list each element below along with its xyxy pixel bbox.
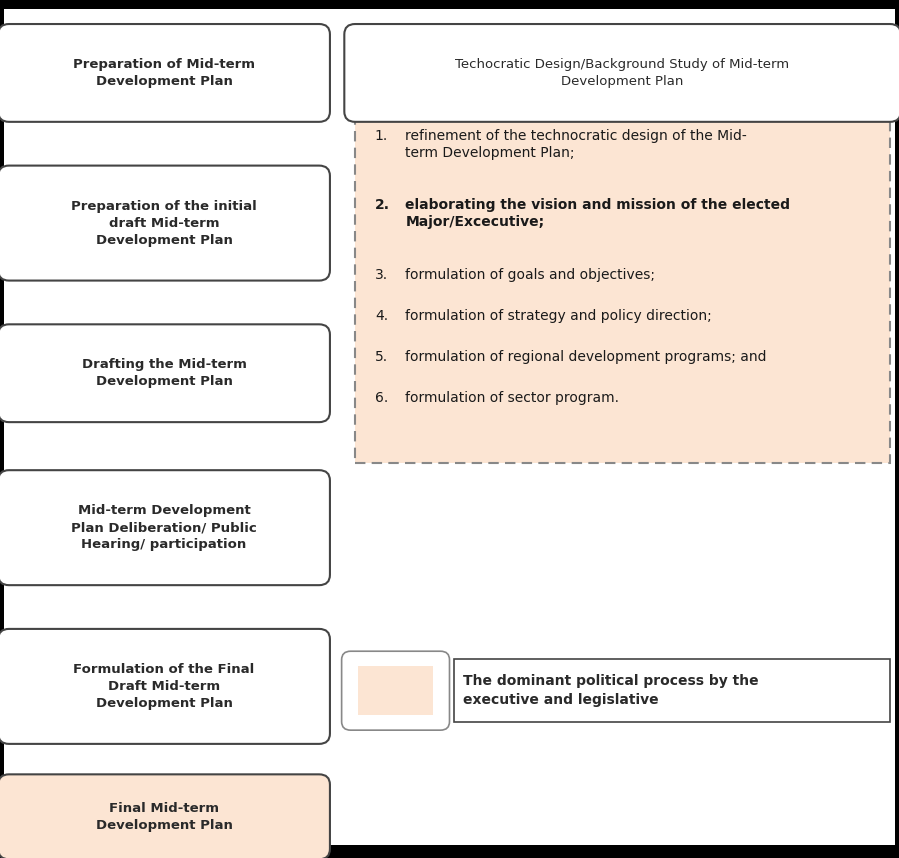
FancyBboxPatch shape (0, 629, 330, 744)
FancyBboxPatch shape (0, 24, 330, 122)
Text: refinement of the technocratic design of the Mid-
term Development Plan;: refinement of the technocratic design of… (405, 129, 747, 160)
Text: 6.: 6. (375, 391, 388, 405)
Text: Final Mid-term
Development Plan: Final Mid-term Development Plan (95, 802, 233, 831)
FancyBboxPatch shape (454, 659, 890, 722)
Text: formulation of strategy and policy direction;: formulation of strategy and policy direc… (405, 309, 712, 323)
Text: 2.: 2. (375, 198, 390, 212)
Text: Formulation of the Final
Draft Mid-term
Development Plan: Formulation of the Final Draft Mid-term … (74, 663, 254, 710)
Text: Preparation of the initial
draft Mid-term
Development Plan: Preparation of the initial draft Mid-ter… (71, 200, 257, 246)
Text: 5.: 5. (375, 350, 388, 364)
FancyBboxPatch shape (0, 324, 330, 422)
FancyBboxPatch shape (355, 107, 890, 463)
Text: 3.: 3. (375, 268, 388, 281)
Text: The dominant political process by the
executive and legislative: The dominant political process by the ex… (463, 674, 759, 708)
FancyBboxPatch shape (342, 651, 450, 730)
FancyBboxPatch shape (344, 24, 899, 122)
Text: formulation of sector program.: formulation of sector program. (405, 391, 619, 405)
Text: formulation of goals and objectives;: formulation of goals and objectives; (405, 268, 655, 281)
FancyBboxPatch shape (0, 166, 330, 281)
Text: Preparation of Mid-term
Development Plan: Preparation of Mid-term Development Plan (73, 58, 255, 88)
FancyBboxPatch shape (0, 774, 330, 858)
Text: 1.: 1. (375, 129, 388, 142)
Bar (358, 667, 433, 715)
FancyBboxPatch shape (0, 470, 330, 585)
Text: elaborating the vision and mission of the elected
Major/Excecutive;: elaborating the vision and mission of th… (405, 198, 790, 229)
Text: 4.: 4. (375, 309, 388, 323)
Text: Mid-term Development
Plan Deliberation/ Public
Hearing/ participation: Mid-term Development Plan Deliberation/ … (71, 505, 257, 551)
Text: Drafting the Mid-term
Development Plan: Drafting the Mid-term Development Plan (82, 359, 246, 388)
Text: Techocratic Design/Background Study of Mid-term
Development Plan: Techocratic Design/Background Study of M… (456, 58, 789, 88)
Text: formulation of regional development programs; and: formulation of regional development prog… (405, 350, 767, 364)
